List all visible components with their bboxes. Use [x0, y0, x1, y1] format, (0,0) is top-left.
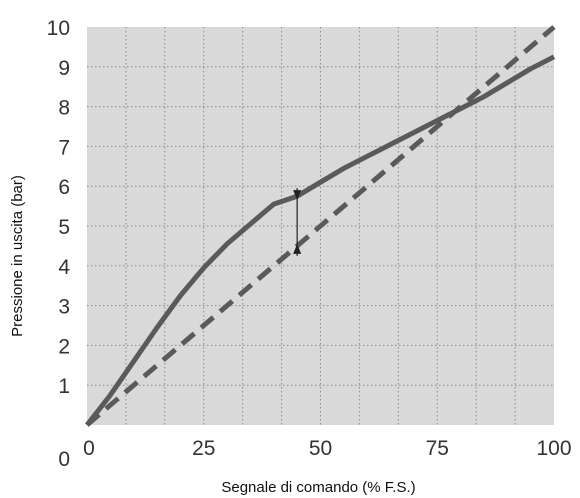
y-tick-label: 1	[58, 375, 70, 398]
x-tick-label: 25	[192, 437, 215, 460]
x-axis-label: Segnale di comando (% F.S.)	[221, 479, 415, 496]
x-tick-label: 100	[536, 437, 571, 460]
y-tick-labels: 0 1 2 3 4 5 6 7 8 9 10	[47, 17, 71, 471]
y-axis-label: Pressione in uscita (bar)	[9, 175, 26, 337]
x-tick-label: 50	[309, 437, 332, 460]
y-tick-label: 5	[58, 216, 70, 239]
arrow-up-icon	[293, 243, 302, 254]
series-line-ideal	[85, 25, 556, 427]
x-tick-labels: 0 25 50 75 100	[83, 437, 571, 460]
y-tick-label: 8	[58, 97, 70, 120]
x-tick-label: 0	[83, 437, 95, 460]
series-line-actual	[85, 54, 556, 427]
x-tick-label: 75	[426, 437, 449, 460]
y-tick-label: 7	[58, 136, 70, 159]
y-tick-label: 10	[47, 17, 70, 40]
y-tick-label: 0	[58, 448, 70, 471]
y-tick-label: 2	[58, 335, 70, 358]
y-tick-label: 9	[58, 57, 70, 80]
arrow-down-icon	[293, 190, 302, 201]
series-layer	[85, 25, 556, 427]
annotation-layer	[293, 188, 302, 256]
y-tick-label: 3	[58, 296, 70, 319]
y-tick-label: 4	[58, 256, 70, 279]
y-tick-label: 6	[58, 176, 70, 199]
grid-lines	[87, 27, 554, 425]
